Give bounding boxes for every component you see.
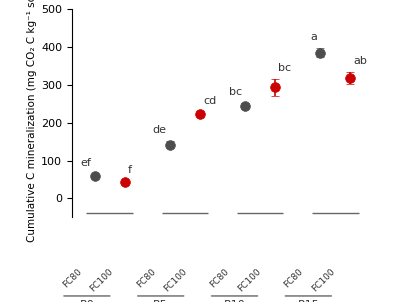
Text: f: f: [128, 165, 132, 175]
Text: ab: ab: [353, 56, 367, 66]
Text: cd: cd: [203, 96, 216, 106]
Text: R5: R5: [153, 300, 168, 302]
Y-axis label: Cumulative C mineralization (mg CO₂ C kg⁻¹ soil): Cumulative C mineralization (mg CO₂ C kg…: [27, 0, 37, 242]
Text: a: a: [310, 32, 317, 42]
Text: FC100: FC100: [236, 267, 262, 293]
Text: FC80: FC80: [208, 267, 231, 289]
Text: FC80: FC80: [135, 267, 157, 289]
Text: FC80: FC80: [282, 267, 305, 289]
Text: FC100: FC100: [310, 267, 336, 293]
Text: FC80: FC80: [61, 267, 84, 289]
Text: FC100: FC100: [162, 267, 189, 293]
Text: bc: bc: [229, 87, 242, 97]
Text: de: de: [153, 125, 167, 135]
Text: R15: R15: [298, 300, 319, 302]
Text: FC100: FC100: [88, 267, 115, 293]
Text: bc: bc: [278, 63, 291, 73]
Text: ef: ef: [81, 158, 92, 168]
Text: R10: R10: [224, 300, 245, 302]
Text: R0: R0: [80, 300, 94, 302]
